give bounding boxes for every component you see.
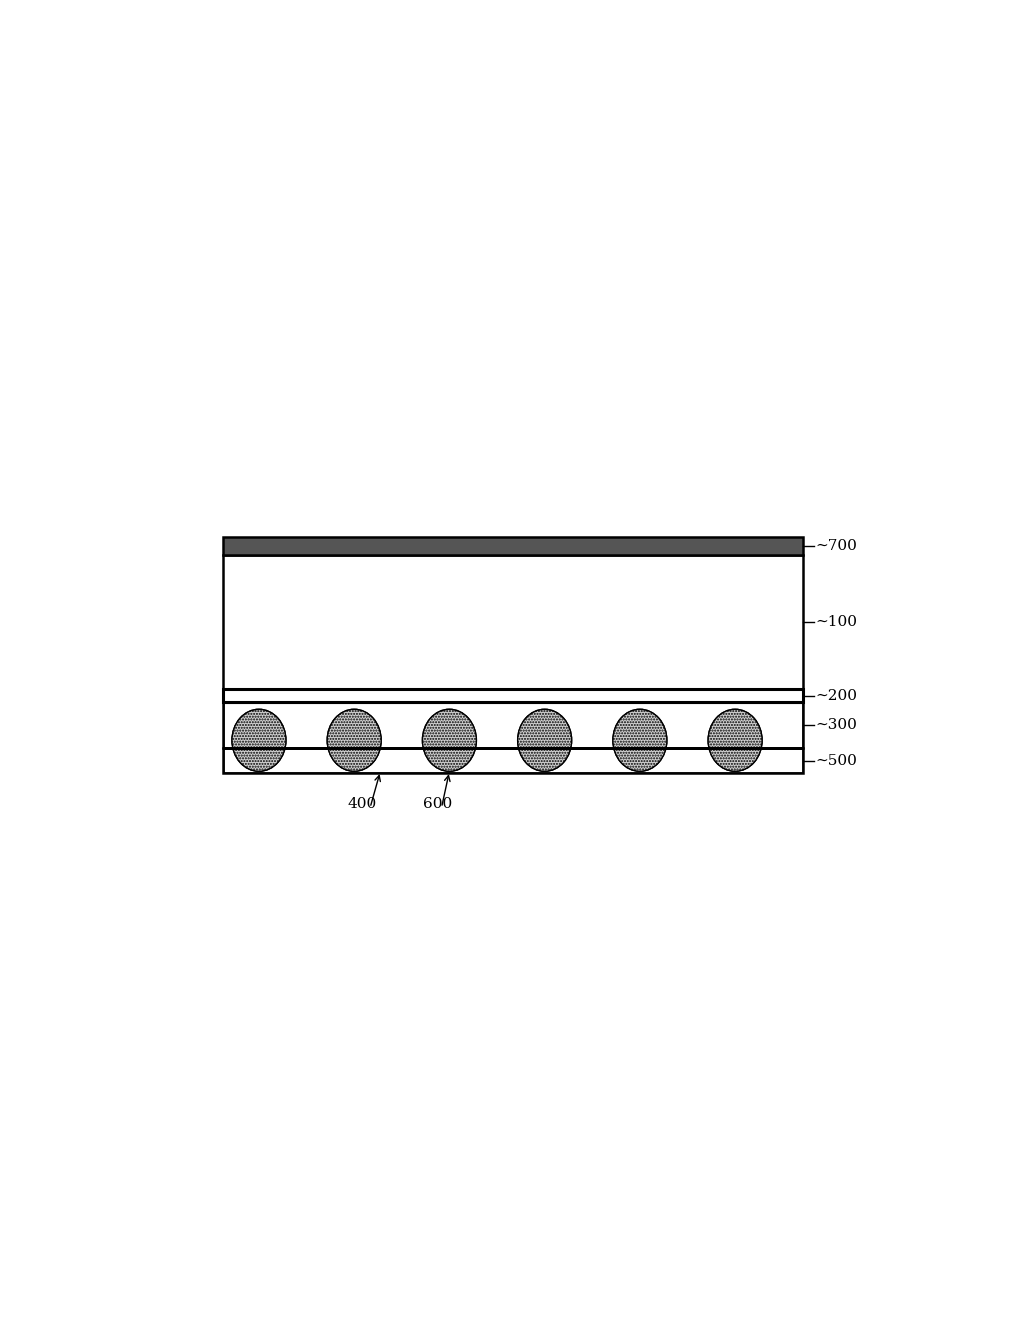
Bar [223,554,803,689]
Bar [215,158,811,702]
Bar [223,689,803,702]
Text: FIG. 1: FIG. 1 [487,843,562,866]
Text: ∼200: ∼200 [815,689,857,704]
Ellipse shape [423,709,476,771]
Text: 400: 400 [347,797,377,810]
Ellipse shape [613,709,667,771]
Bar [803,158,922,1175]
Bar [223,702,803,748]
Bar [223,702,803,748]
Ellipse shape [709,709,762,771]
Bar [223,536,803,554]
Bar [223,748,803,774]
Bar [223,689,803,702]
Bar [223,689,803,702]
Ellipse shape [518,709,571,771]
Ellipse shape [328,709,381,771]
Ellipse shape [328,709,381,771]
Ellipse shape [518,709,571,771]
Text: ∼300: ∼300 [815,718,857,731]
Text: 600: 600 [423,797,453,810]
Text: Patent Application Publication: Patent Application Publication [200,1111,439,1126]
Text: ∼100: ∼100 [815,615,857,628]
Bar [223,702,803,748]
Ellipse shape [613,709,667,771]
Bar [223,748,803,774]
Ellipse shape [232,709,286,771]
Bar [128,158,223,1175]
Bar [223,554,803,689]
Text: ∼500: ∼500 [815,754,857,768]
Ellipse shape [232,709,286,771]
Bar [223,748,803,774]
Text: Jul. 2, 2015   Sheet 1 of 9: Jul. 2, 2015 Sheet 1 of 9 [426,1111,624,1126]
Ellipse shape [709,709,762,771]
Ellipse shape [423,709,476,771]
Text: ∼700: ∼700 [815,539,857,553]
Bar [223,702,803,748]
Bar [223,554,803,689]
Bar [223,748,803,774]
Bar [223,536,803,554]
Bar [215,774,811,1175]
Text: US 2015/0187962 A1: US 2015/0187962 A1 [686,1111,850,1126]
Bar [223,536,803,554]
